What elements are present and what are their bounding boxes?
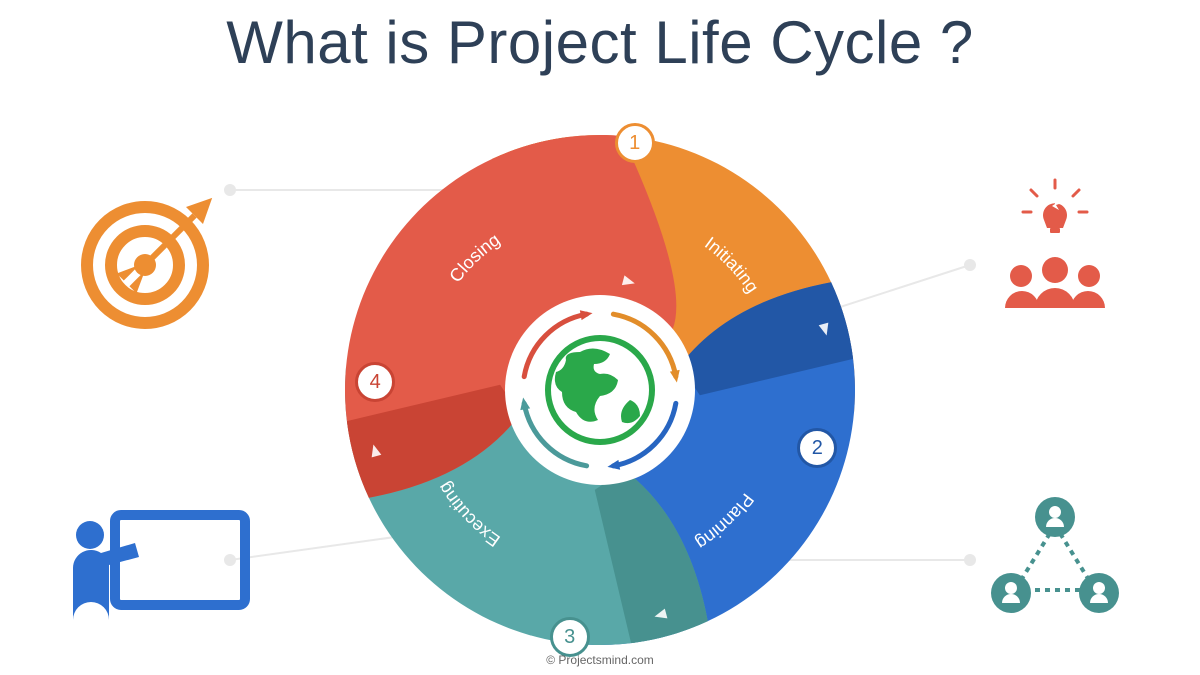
presentation-icon (73, 515, 245, 620)
network-icon (991, 497, 1119, 613)
target-icon (87, 188, 222, 323)
corner-icons (0, 0, 1200, 675)
team-idea-icon (1005, 180, 1105, 308)
copyright-text: © Projectsmind.com (0, 653, 1200, 667)
